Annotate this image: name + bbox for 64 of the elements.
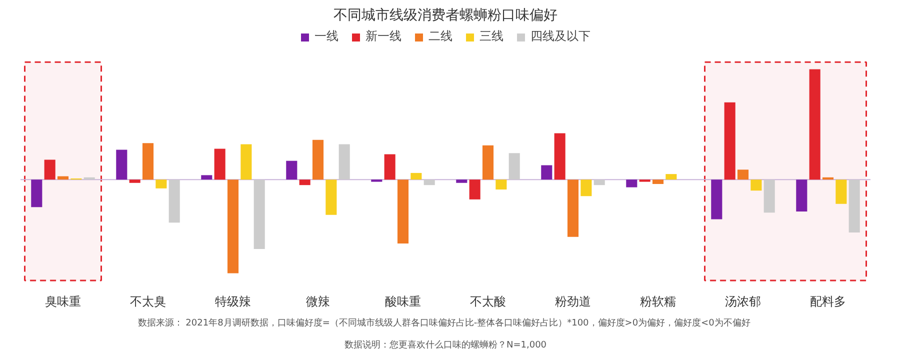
bar <box>469 180 480 200</box>
bar <box>312 140 324 180</box>
bar <box>567 180 579 237</box>
bar <box>822 177 834 180</box>
bar <box>168 180 180 223</box>
x-tick-label: 微辣 <box>306 294 330 308</box>
bar <box>580 180 592 196</box>
legend-label: 三线 <box>480 28 504 45</box>
bar <box>240 144 252 180</box>
bar <box>666 174 677 180</box>
x-tick-label: 不太臭 <box>130 294 166 308</box>
bar <box>541 165 552 180</box>
bar <box>508 153 520 180</box>
bar <box>84 177 95 180</box>
bar <box>142 143 154 180</box>
bar <box>724 102 736 180</box>
bar <box>31 180 42 208</box>
bar <box>397 180 409 244</box>
bar <box>796 180 808 212</box>
bar <box>326 180 337 215</box>
chart-title: 不同城市线级消费者螺蛳粉口味偏好 <box>334 8 558 24</box>
bar <box>214 148 226 180</box>
bar <box>456 180 468 183</box>
legend-label: 一线 <box>314 28 338 45</box>
x-tick-label: 臭味重 <box>45 294 81 308</box>
x-tick-label: 汤浓郁 <box>725 294 761 308</box>
bar <box>737 170 749 180</box>
bar <box>57 176 69 180</box>
bar <box>711 180 722 220</box>
bar <box>626 180 638 188</box>
x-tick-label: 粉软糯 <box>640 294 676 308</box>
bar <box>809 69 820 180</box>
bar <box>764 180 775 213</box>
x-tick-label: 配料多 <box>810 294 846 308</box>
bar <box>254 180 265 250</box>
bar <box>299 180 310 186</box>
x-tick-label: 粉劲道 <box>555 294 591 308</box>
bar <box>652 180 664 184</box>
x-tick-label: 不太酸 <box>470 294 506 308</box>
bar <box>129 180 140 183</box>
bar <box>286 160 298 180</box>
bar <box>750 180 762 191</box>
bar <box>424 180 435 186</box>
bar <box>482 145 494 180</box>
bar <box>384 154 396 180</box>
x-tick-label: 特级辣 <box>215 294 251 308</box>
legend-label: 新一线 <box>366 28 402 45</box>
legend-label: 四线及以下 <box>530 28 590 45</box>
bar <box>201 175 212 180</box>
bar <box>227 180 239 274</box>
bar <box>496 180 507 190</box>
bar <box>156 180 167 188</box>
text: 数据说明：您更喜欢什么口味的螺蛳粉？N=1,000 <box>344 340 547 350</box>
bar <box>410 172 422 180</box>
bar <box>848 180 860 232</box>
bar <box>116 150 128 180</box>
bar <box>44 160 56 180</box>
bar <box>836 180 847 204</box>
bar <box>554 133 566 180</box>
x-tick-label: 酸味重 <box>385 294 421 308</box>
legend-label: 二线 <box>428 28 452 45</box>
bar <box>338 144 350 180</box>
source-note: 数据来源： 2021年8月调研数据，口味偏好度=（不同城市线级人群各口味偏好占比-整体各口味偏好占比）*100，偏好度>0为偏好，偏好度<0为不偏好 <box>138 318 750 328</box>
bar <box>594 180 605 186</box>
